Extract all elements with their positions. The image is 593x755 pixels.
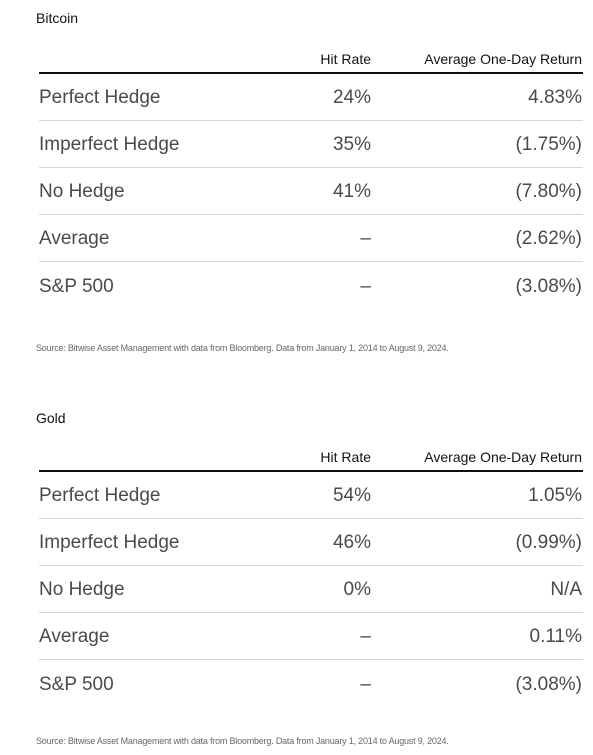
source-note: Source: Bitwise Asset Management with da… [36, 736, 449, 746]
hit-rate-value: 41% [332, 181, 371, 202]
column-header-hit-rate: Hit Rate [320, 51, 371, 67]
source-note: Source: Bitwise Asset Management with da… [36, 343, 449, 353]
table-row: Imperfect Hedge 35% (1.75%) [39, 121, 583, 168]
table-row: S&P 500 – (3.08%) [39, 661, 583, 708]
return-value: (3.08%) [515, 276, 582, 297]
return-value: (3.08%) [515, 674, 582, 695]
return-value: 4.83% [528, 87, 582, 108]
return-value: (7.80%) [515, 181, 582, 202]
row-label: Average [39, 228, 110, 249]
table-row: Imperfect Hedge 46% (0.99%) [39, 519, 583, 566]
hit-rate-value: – [360, 276, 371, 297]
table-row: No Hedge 41% (7.80%) [39, 168, 583, 215]
row-label: No Hedge [39, 181, 125, 202]
table-row: Average – (2.62%) [39, 215, 583, 262]
return-value: 0.11% [529, 626, 582, 647]
hit-rate-value: 35% [332, 134, 371, 155]
return-value: (0.99%) [515, 532, 582, 553]
hit-rate-value: – [360, 674, 371, 695]
return-value: (1.75%) [515, 134, 582, 155]
table-row: No Hedge 0% N/A [39, 566, 583, 613]
table-row: Perfect Hedge 24% 4.83% [39, 74, 583, 121]
hit-rate-value: 0% [343, 579, 371, 600]
return-value: 1.05% [528, 485, 582, 506]
table-title: Gold [36, 410, 66, 426]
return-value: N/A [550, 579, 582, 600]
return-value: (2.62%) [515, 228, 582, 249]
table-header: Hit Rate Average One-Day Return [39, 49, 583, 73]
column-header-hit-rate: Hit Rate [320, 449, 371, 465]
hit-rate-value: – [360, 626, 371, 647]
table-row: Average – 0.11% [39, 613, 583, 660]
hit-rate-value: 46% [332, 532, 371, 553]
row-label: S&P 500 [39, 276, 114, 297]
hit-rate-value: 24% [332, 87, 371, 108]
header-divider [39, 72, 583, 74]
table-row: Perfect Hedge 54% 1.05% [39, 472, 583, 519]
row-label: Average [39, 626, 110, 647]
table-row: S&P 500 – (3.08%) [39, 263, 583, 310]
column-header-average-return: Average One-Day Return [424, 51, 582, 67]
table-header: Hit Rate Average One-Day Return [39, 447, 583, 471]
row-label: No Hedge [39, 579, 125, 600]
hit-rate-value: – [360, 228, 371, 249]
row-label: Imperfect Hedge [39, 532, 180, 553]
row-label: Perfect Hedge [39, 87, 161, 108]
row-label: Perfect Hedge [39, 485, 161, 506]
table-title: Bitcoin [36, 10, 79, 26]
header-divider [39, 470, 583, 472]
row-label: Imperfect Hedge [39, 134, 180, 155]
column-header-average-return: Average One-Day Return [424, 449, 582, 465]
row-label: S&P 500 [39, 674, 114, 695]
hit-rate-value: 54% [332, 485, 371, 506]
